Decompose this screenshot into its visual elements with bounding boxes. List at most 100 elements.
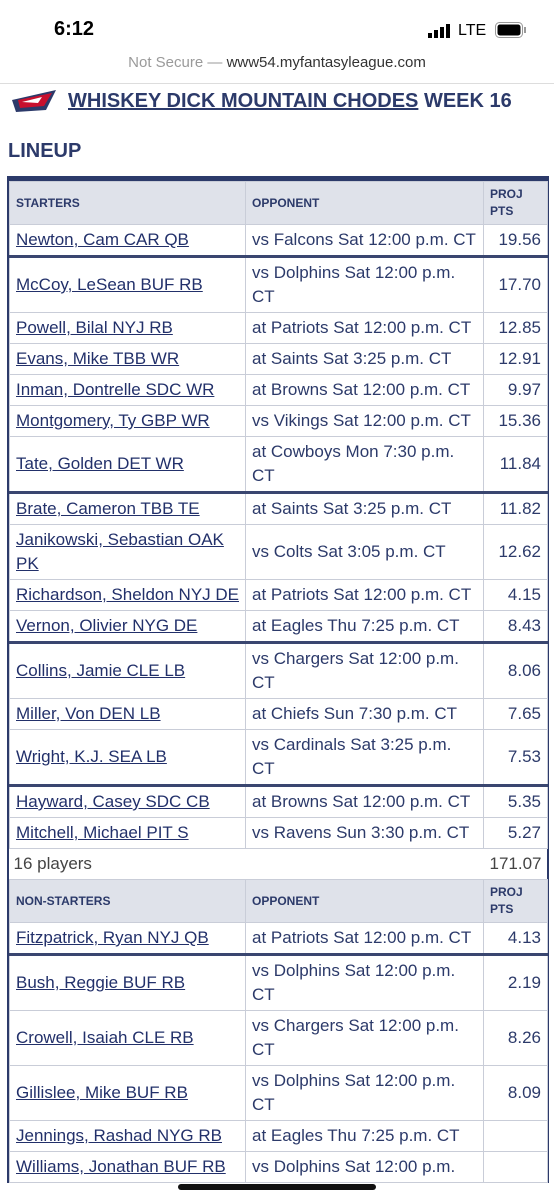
opponent-cell: vs Chargers Sat 12:00 p.m. CT bbox=[245, 1010, 484, 1066]
player-link[interactable]: Montgomery, Ty GBP WR bbox=[16, 411, 210, 430]
points-cell bbox=[483, 1120, 548, 1152]
player-row: Fitzpatrick, Ryan NYJ QB at Patriots Sat … bbox=[9, 922, 548, 956]
player-link[interactable]: Tate, Golden DET WR bbox=[16, 454, 184, 473]
player-row: Hayward, Casey SDC CB at Browns Sat 12:00… bbox=[9, 785, 548, 818]
player-row: Brate, Cameron TBB TE at Saints Sat 3:25 … bbox=[9, 492, 548, 525]
opponent-cell: at Saints Sat 3:25 p.m. CT bbox=[245, 343, 484, 375]
player-link[interactable]: Fitzpatrick, Ryan NYJ QB bbox=[16, 928, 209, 947]
player-link[interactable]: Brate, Cameron TBB TE bbox=[16, 499, 200, 518]
player-row: Evans, Mike TBB WR at Saints Sat 3:25 p.m… bbox=[9, 343, 548, 375]
player-row: McCoy, LeSean BUF RB vs Dolphins Sat 12:0… bbox=[9, 256, 548, 313]
opponent-cell: vs Dolphins Sat 12:00 p.m. bbox=[245, 1151, 484, 1183]
player-cell: Vernon, Olivier NYG DE bbox=[9, 610, 246, 644]
points-cell: 8.43 bbox=[483, 610, 548, 644]
player-cell: Tate, Golden DET WR bbox=[9, 436, 246, 494]
player-link[interactable]: Janikowski, Sebastian OAK PK bbox=[16, 530, 224, 573]
opponent-cell: vs Dolphins Sat 12:00 p.m. CT bbox=[245, 954, 484, 1011]
points-cell: 12.85 bbox=[483, 312, 548, 344]
player-count: 16 players bbox=[13, 854, 92, 873]
player-row: Gillislee, Mike BUF RB vs Dolphins Sat 12… bbox=[9, 1065, 548, 1121]
battery-icon bbox=[495, 22, 526, 38]
opponent-cell: vs Falcons Sat 12:00 p.m. CT bbox=[245, 224, 484, 258]
opponent-cell: vs Chargers Sat 12:00 p.m. CT bbox=[245, 642, 484, 699]
player-row: Newton, Cam CAR QB vs Falcons Sat 12:00 p… bbox=[9, 224, 548, 258]
player-link[interactable]: Williams, Jonathan BUF RB bbox=[16, 1157, 226, 1176]
header-row: STARTERS OPPONENT PROJ PTS bbox=[9, 181, 548, 225]
player-link[interactable]: Inman, Dontrelle SDC WR bbox=[16, 380, 215, 399]
week: WEEK 16 bbox=[423, 90, 512, 112]
player-cell: Janikowski, Sebastian OAK PK bbox=[9, 524, 246, 580]
points-cell: 11.82 bbox=[483, 492, 548, 525]
address-bar[interactable]: Not Secure — www54.myfantasyleague.com bbox=[0, 50, 554, 84]
total-points: 171.07 bbox=[489, 854, 542, 873]
player-link[interactable]: Wright, K.J. SEA LB bbox=[16, 747, 167, 766]
opponent-cell: vs Colts Sat 3:05 p.m. CT bbox=[245, 524, 484, 580]
player-row: Bush, Reggie BUF RB vs Dolphins Sat 12:00… bbox=[9, 954, 548, 1011]
player-link[interactable]: Collins, Jamie CLE LB bbox=[16, 661, 186, 680]
network: LTE bbox=[458, 22, 487, 39]
team-link[interactable]: WHISKEY DICK MOUNTAIN CHODES bbox=[68, 90, 419, 112]
player-link[interactable]: Mitchell, Michael PIT S bbox=[16, 823, 189, 842]
opponent-cell: at Saints Sat 3:25 p.m. CT bbox=[245, 492, 484, 525]
opponent-cell: at Browns Sat 12:00 p.m. CT bbox=[245, 374, 484, 406]
player-row: Montgomery, Ty GBP WR vs Vikings Sat 12:0… bbox=[9, 405, 548, 437]
player-row: Inman, Dontrelle SDC WR at Browns Sat 12:… bbox=[9, 374, 548, 406]
player-cell: Collins, Jamie CLE LB bbox=[9, 642, 246, 699]
opponent-cell: at Chiefs Sun 7:30 p.m. CT bbox=[245, 698, 484, 730]
header-cell: PROJ PTS bbox=[483, 879, 548, 923]
player-cell: Newton, Cam CAR QB bbox=[9, 224, 246, 258]
opponent-cell: at Eagles Thu 7:25 p.m. CT bbox=[245, 1120, 484, 1152]
opponent-cell: at Eagles Thu 7:25 p.m. CT bbox=[245, 610, 484, 644]
player-link[interactable]: Evans, Mike TBB WR bbox=[16, 349, 180, 368]
opponent-cell: at Patriots Sat 12:00 p.m. CT bbox=[245, 922, 484, 956]
opponent-cell: vs Ravens Sun 3:30 p.m. CT bbox=[245, 817, 484, 849]
player-row: Janikowski, Sebastian OAK PK vs Colts Sat… bbox=[9, 524, 548, 580]
opponent-cell: vs Dolphins Sat 12:00 p.m. CT bbox=[245, 1065, 484, 1121]
player-link[interactable]: McCoy, LeSean BUF RB bbox=[16, 275, 203, 294]
player-link[interactable]: Richardson, Sheldon NYJ DE bbox=[16, 585, 240, 604]
player-row: Williams, Jonathan BUF RB vs Dolphins Sat… bbox=[9, 1151, 548, 1183]
player-row: Wright, K.J. SEA LB vs Cardinals Sat 3:25… bbox=[9, 729, 548, 787]
player-link[interactable]: Gillislee, Mike BUF RB bbox=[16, 1083, 188, 1102]
player-cell: Montgomery, Ty GBP WR bbox=[9, 405, 246, 437]
player-link[interactable]: Crowell, Isaiah CLE RB bbox=[16, 1028, 194, 1047]
points-cell: 5.35 bbox=[483, 785, 548, 818]
signal-icon bbox=[428, 24, 450, 38]
player-link[interactable]: Bush, Reggie BUF RB bbox=[16, 973, 186, 992]
player-cell: Evans, Mike TBB WR bbox=[9, 343, 246, 375]
player-cell: Gillislee, Mike BUF RB bbox=[9, 1065, 246, 1121]
player-link[interactable]: Newton, Cam CAR QB bbox=[16, 230, 189, 249]
points-cell: 2.19 bbox=[483, 954, 548, 1011]
player-cell: Hayward, Casey SDC CB bbox=[9, 785, 246, 818]
header-cell: PROJ PTS bbox=[483, 181, 548, 225]
player-cell: Powell, Bilal NYJ RB bbox=[9, 312, 246, 344]
header-cell: NON-STARTERS bbox=[9, 879, 246, 923]
points-cell: 19.56 bbox=[483, 224, 548, 258]
lineup-table: STARTERS OPPONENT PROJ PTS Newton, Cam CAR … bbox=[7, 176, 549, 1183]
header-row: NON-STARTERS OPPONENT PROJ PTS bbox=[9, 879, 548, 923]
header-cell: OPPONENT bbox=[245, 181, 484, 225]
player-link[interactable]: Powell, Bilal NYJ RB bbox=[16, 318, 173, 337]
player-cell: Fitzpatrick, Ryan NYJ QB bbox=[9, 922, 246, 956]
points-cell: 12.91 bbox=[483, 343, 548, 375]
points-cell: 4.15 bbox=[483, 579, 548, 611]
opponent-cell: at Cowboys Mon 7:30 p.m. CT bbox=[245, 436, 484, 494]
points-cell: 8.06 bbox=[483, 642, 548, 699]
player-cell: McCoy, LeSean BUF RB bbox=[9, 256, 246, 313]
player-cell: Richardson, Sheldon NYJ DE bbox=[9, 579, 246, 611]
points-cell: 7.53 bbox=[483, 729, 548, 787]
points-cell: 15.36 bbox=[483, 405, 548, 437]
player-link[interactable]: Hayward, Casey SDC CB bbox=[16, 792, 210, 811]
player-link[interactable]: Miller, Von DEN LB bbox=[16, 704, 161, 723]
player-link[interactable]: Vernon, Olivier NYG DE bbox=[16, 616, 198, 635]
points-cell: 11.84 bbox=[483, 436, 548, 494]
logo bbox=[12, 90, 56, 112]
security: Not Secure bbox=[128, 54, 204, 71]
page-title: WHISKEY DICK MOUNTAIN CHODES WEEK 16 bbox=[68, 90, 512, 113]
player-link[interactable]: Jennings, Rashad NYG RB bbox=[16, 1126, 222, 1145]
points-cell: 12.62 bbox=[483, 524, 548, 580]
player-row: Powell, Bilal NYJ RB at Patriots Sat 12:0… bbox=[9, 312, 548, 344]
opponent-cell: vs Cardinals Sat 3:25 p.m. CT bbox=[245, 729, 484, 787]
player-row: Collins, Jamie CLE LB vs Chargers Sat 12:… bbox=[9, 642, 548, 699]
points-cell: 17.70 bbox=[483, 256, 548, 313]
